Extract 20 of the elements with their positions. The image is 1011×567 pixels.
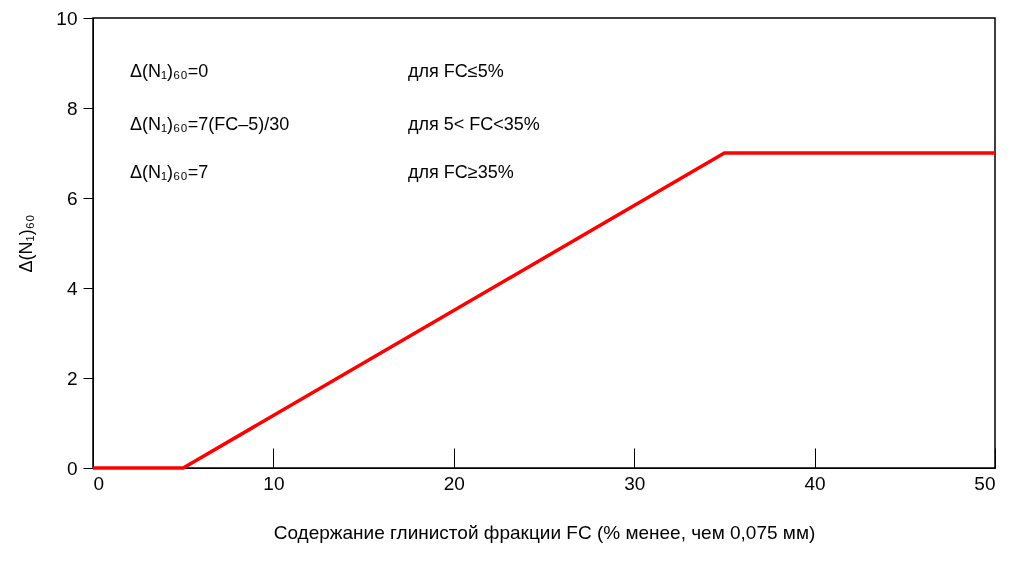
annotation: Δ(N₁)₆₀=7	[130, 162, 209, 182]
y-tick-label: 2	[66, 367, 78, 389]
annotation: Δ(N₁)₆₀=7(FC–5)/30	[130, 114, 290, 134]
x-axis-title: Содержание глинистой фракции FC (% менее, чем 0,075 мм)	[273, 521, 816, 543]
y-tick-label: 0	[66, 457, 78, 479]
x-tick-label: 40	[804, 472, 826, 494]
annotation: для FC≥35%	[408, 162, 514, 182]
annotation: для 5< FC<35%	[408, 114, 540, 134]
y-tick-label: 6	[66, 187, 78, 209]
x-tick-label: 50	[974, 472, 996, 494]
x-tick-label: 10	[263, 472, 285, 494]
x-tick-label: 30	[624, 472, 646, 494]
x-tick-label: 20	[443, 472, 465, 494]
y-axis-title: Δ(N₁)₆₀	[16, 214, 37, 273]
y-tick-label: 8	[66, 97, 78, 119]
y-tick-label: 4	[66, 277, 78, 299]
annotation: Δ(N₁)₆₀=0	[130, 61, 209, 81]
x-tick-label: 0	[93, 472, 105, 494]
annotation: для FC≤5%	[408, 61, 504, 81]
y-tick-label: 10	[56, 7, 78, 29]
